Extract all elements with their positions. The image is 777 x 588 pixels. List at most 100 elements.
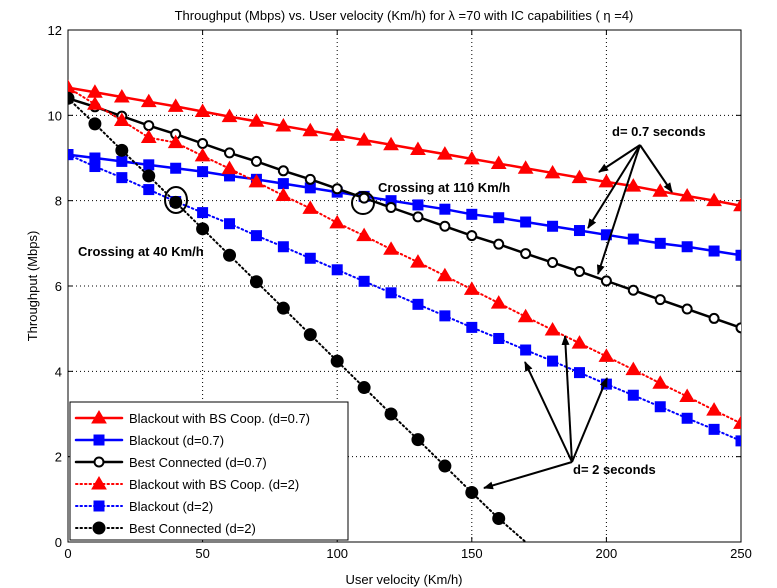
y-tick-label: 2 (55, 450, 62, 465)
data-point (357, 381, 371, 395)
y-tick-label: 6 (55, 279, 62, 294)
data-point (466, 208, 478, 220)
data-point (708, 312, 720, 324)
data-point (463, 281, 480, 295)
data-point (89, 161, 101, 173)
data-point (113, 112, 130, 126)
data-point (304, 252, 316, 264)
data-point (465, 486, 479, 500)
legend-marker (93, 456, 105, 468)
axis-ticks: 0 50 100 150 200 250 0 2 4 6 8 10 12 (48, 23, 752, 561)
y-tick-label: 10 (48, 108, 62, 123)
data-point (437, 267, 453, 282)
legend-box (69, 401, 349, 541)
y-axis-title: Throughput (Mbps) (25, 231, 40, 342)
series-line (68, 153, 741, 442)
data-point (412, 298, 424, 310)
data-point (681, 241, 693, 253)
data-point (466, 321, 478, 333)
data-point (224, 218, 236, 230)
x-tick-label: 250 (730, 546, 752, 561)
data-point (275, 187, 292, 202)
y-tick-label: 8 (55, 194, 62, 209)
x-tick-label: 100 (326, 546, 348, 561)
data-point (625, 361, 642, 376)
data-point (329, 214, 346, 229)
data-point (383, 241, 399, 255)
data-point (385, 287, 397, 299)
data-point (520, 344, 532, 356)
legend-label: Blackout (d=0.7) (129, 433, 224, 448)
data-point (197, 137, 209, 149)
data-point (87, 96, 103, 110)
data-point (625, 178, 642, 192)
data-point (194, 103, 211, 117)
data-point (356, 132, 372, 146)
data-point (277, 165, 289, 177)
data-point (248, 173, 265, 188)
x-tick-label: 0 (64, 546, 71, 561)
data-point (197, 166, 209, 178)
legend-marker (92, 521, 106, 535)
data-point (221, 108, 238, 123)
data-point (68, 149, 74, 161)
data-point (681, 412, 693, 424)
legend-label: Best Connected (d=0.7) (129, 455, 267, 470)
data-point (652, 375, 669, 389)
series-0 (68, 79, 741, 212)
data-point (88, 117, 102, 131)
data-point (224, 147, 236, 159)
arrow-d2-2 (561, 335, 573, 463)
x-tick-label: 50 (195, 546, 209, 561)
data-point (275, 118, 292, 132)
data-point (573, 225, 585, 237)
data-point (248, 113, 265, 127)
data-point (277, 178, 289, 190)
data-point (735, 249, 741, 261)
data-point (384, 407, 398, 421)
arrow-d2-1 (524, 361, 573, 463)
data-point (439, 310, 451, 322)
chart-title: Throughput (Mbps) vs. User velocity (Km/… (175, 8, 634, 23)
series-layer (68, 79, 741, 542)
data-point (517, 160, 534, 174)
data-point (439, 203, 451, 215)
data-point (143, 184, 155, 196)
data-point (170, 162, 182, 174)
data-point (113, 88, 130, 103)
annotation-d07: d= 0.7 seconds (612, 124, 706, 139)
data-point (706, 192, 722, 207)
y-tick-label: 12 (48, 23, 62, 38)
data-point (410, 141, 426, 155)
data-point (708, 423, 720, 435)
x-tick-label: 200 (596, 546, 618, 561)
data-point (571, 169, 588, 184)
data-point (383, 136, 399, 151)
data-point (439, 220, 451, 232)
data-point (116, 155, 128, 167)
crossing-40-circle (164, 186, 188, 214)
data-point (385, 201, 397, 213)
data-point (573, 265, 585, 277)
data-point (490, 155, 507, 170)
legend-marker (93, 500, 105, 512)
legend-label: Blackout with BS Coop. (d=2) (129, 477, 299, 492)
data-point (167, 98, 184, 112)
series-5 (68, 91, 527, 542)
data-point (249, 275, 263, 289)
legend-label: Best Connected (d=2) (129, 521, 256, 536)
data-point (68, 79, 76, 94)
data-point (304, 173, 316, 185)
data-point (654, 401, 666, 413)
data-point (438, 459, 452, 473)
legend-marker (91, 476, 107, 490)
data-point (517, 308, 534, 323)
data-point (356, 227, 372, 242)
arrow-d07-4 (639, 144, 673, 193)
data-point (735, 322, 741, 334)
arrow-d07-3 (596, 144, 641, 275)
series-line (68, 153, 741, 257)
data-point (412, 199, 424, 211)
data-point (706, 402, 722, 416)
